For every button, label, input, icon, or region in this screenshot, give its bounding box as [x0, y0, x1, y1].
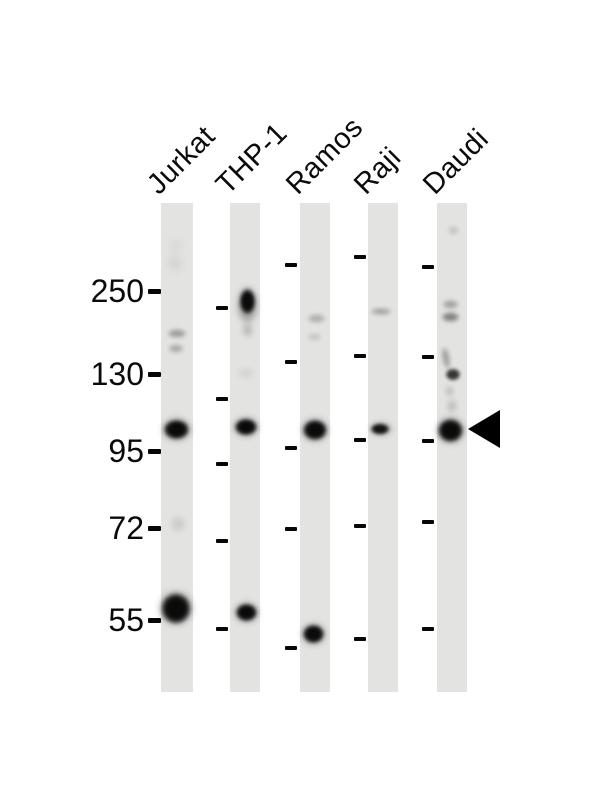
band-daudi-0	[447, 225, 459, 235]
band-daudi-8	[436, 417, 464, 443]
tick-thp-1-2	[216, 462, 228, 466]
band-daudi-4	[445, 367, 461, 381]
lane-label-ramos: Ramos	[280, 111, 370, 201]
tick-ramos-0	[285, 263, 297, 267]
mw-label-250: 250	[90, 273, 144, 309]
band-thp-1-2	[241, 323, 253, 337]
tick-daudi-1	[422, 355, 434, 359]
lane-label-thp-1: THP-1	[210, 117, 294, 201]
tick-raji-3	[354, 524, 366, 528]
tick-thp-1-0	[216, 306, 228, 310]
mw-label-72: 72	[108, 510, 144, 546]
band-daudi-6	[447, 399, 457, 413]
band-raji-0	[370, 307, 392, 315]
tick-ramos-3	[285, 527, 297, 531]
tick-raji-0	[354, 255, 366, 259]
tick-daudi-2	[422, 439, 434, 443]
lane-strip-daudi	[437, 203, 467, 692]
tick-thp-1-4	[216, 627, 228, 631]
band-thp-1-1	[238, 287, 256, 315]
band-ramos-0	[306, 313, 326, 323]
band-ramos-5	[301, 624, 325, 644]
target-band-arrowhead-icon	[468, 410, 500, 448]
band-thp-1-3	[237, 368, 255, 378]
band-jurkat-3	[168, 343, 184, 353]
mw-dash-72	[148, 525, 161, 531]
band-jurkat-0	[168, 240, 184, 252]
band-jurkat-8	[160, 591, 192, 625]
lane-label-raji: Raji	[348, 141, 408, 201]
tick-ramos-4	[285, 646, 297, 650]
tick-raji-4	[354, 637, 366, 641]
lane-label-daudi: Daudi	[417, 122, 496, 201]
tick-ramos-1	[285, 360, 297, 364]
band-jurkat-1	[166, 253, 184, 273]
band-jurkat-2	[167, 328, 187, 338]
tick-daudi-0	[422, 265, 434, 269]
band-thp-1-5	[234, 418, 258, 436]
mw-dash-55	[148, 617, 161, 623]
tick-thp-1-1	[216, 397, 228, 401]
tick-raji-2	[354, 438, 366, 442]
band-daudi-1	[441, 299, 459, 309]
band-ramos-3	[302, 419, 328, 441]
tick-raji-1	[354, 354, 366, 358]
band-daudi-2	[440, 312, 460, 322]
mw-label-130: 130	[90, 356, 144, 392]
band-daudi-5	[444, 385, 454, 397]
mw-dash-130	[148, 371, 161, 377]
band-raji-2	[370, 423, 390, 435]
tick-thp-1-3	[216, 539, 228, 543]
lane-strip-raji	[368, 203, 398, 692]
tick-ramos-2	[285, 446, 297, 450]
band-thp-1-7	[234, 602, 258, 622]
mw-dash-250	[148, 288, 161, 294]
lane-strip-ramos	[300, 203, 330, 692]
tick-daudi-4	[422, 627, 434, 631]
band-ramos-1	[306, 333, 322, 341]
mw-label-55: 55	[108, 602, 144, 638]
band-jurkat-5	[162, 418, 190, 440]
tick-daudi-3	[422, 520, 434, 524]
mw-dash-95	[148, 448, 161, 454]
band-jurkat-6	[170, 516, 186, 532]
lane-label-jurkat: Jurkat	[141, 120, 222, 201]
mw-label-95: 95	[108, 433, 144, 469]
